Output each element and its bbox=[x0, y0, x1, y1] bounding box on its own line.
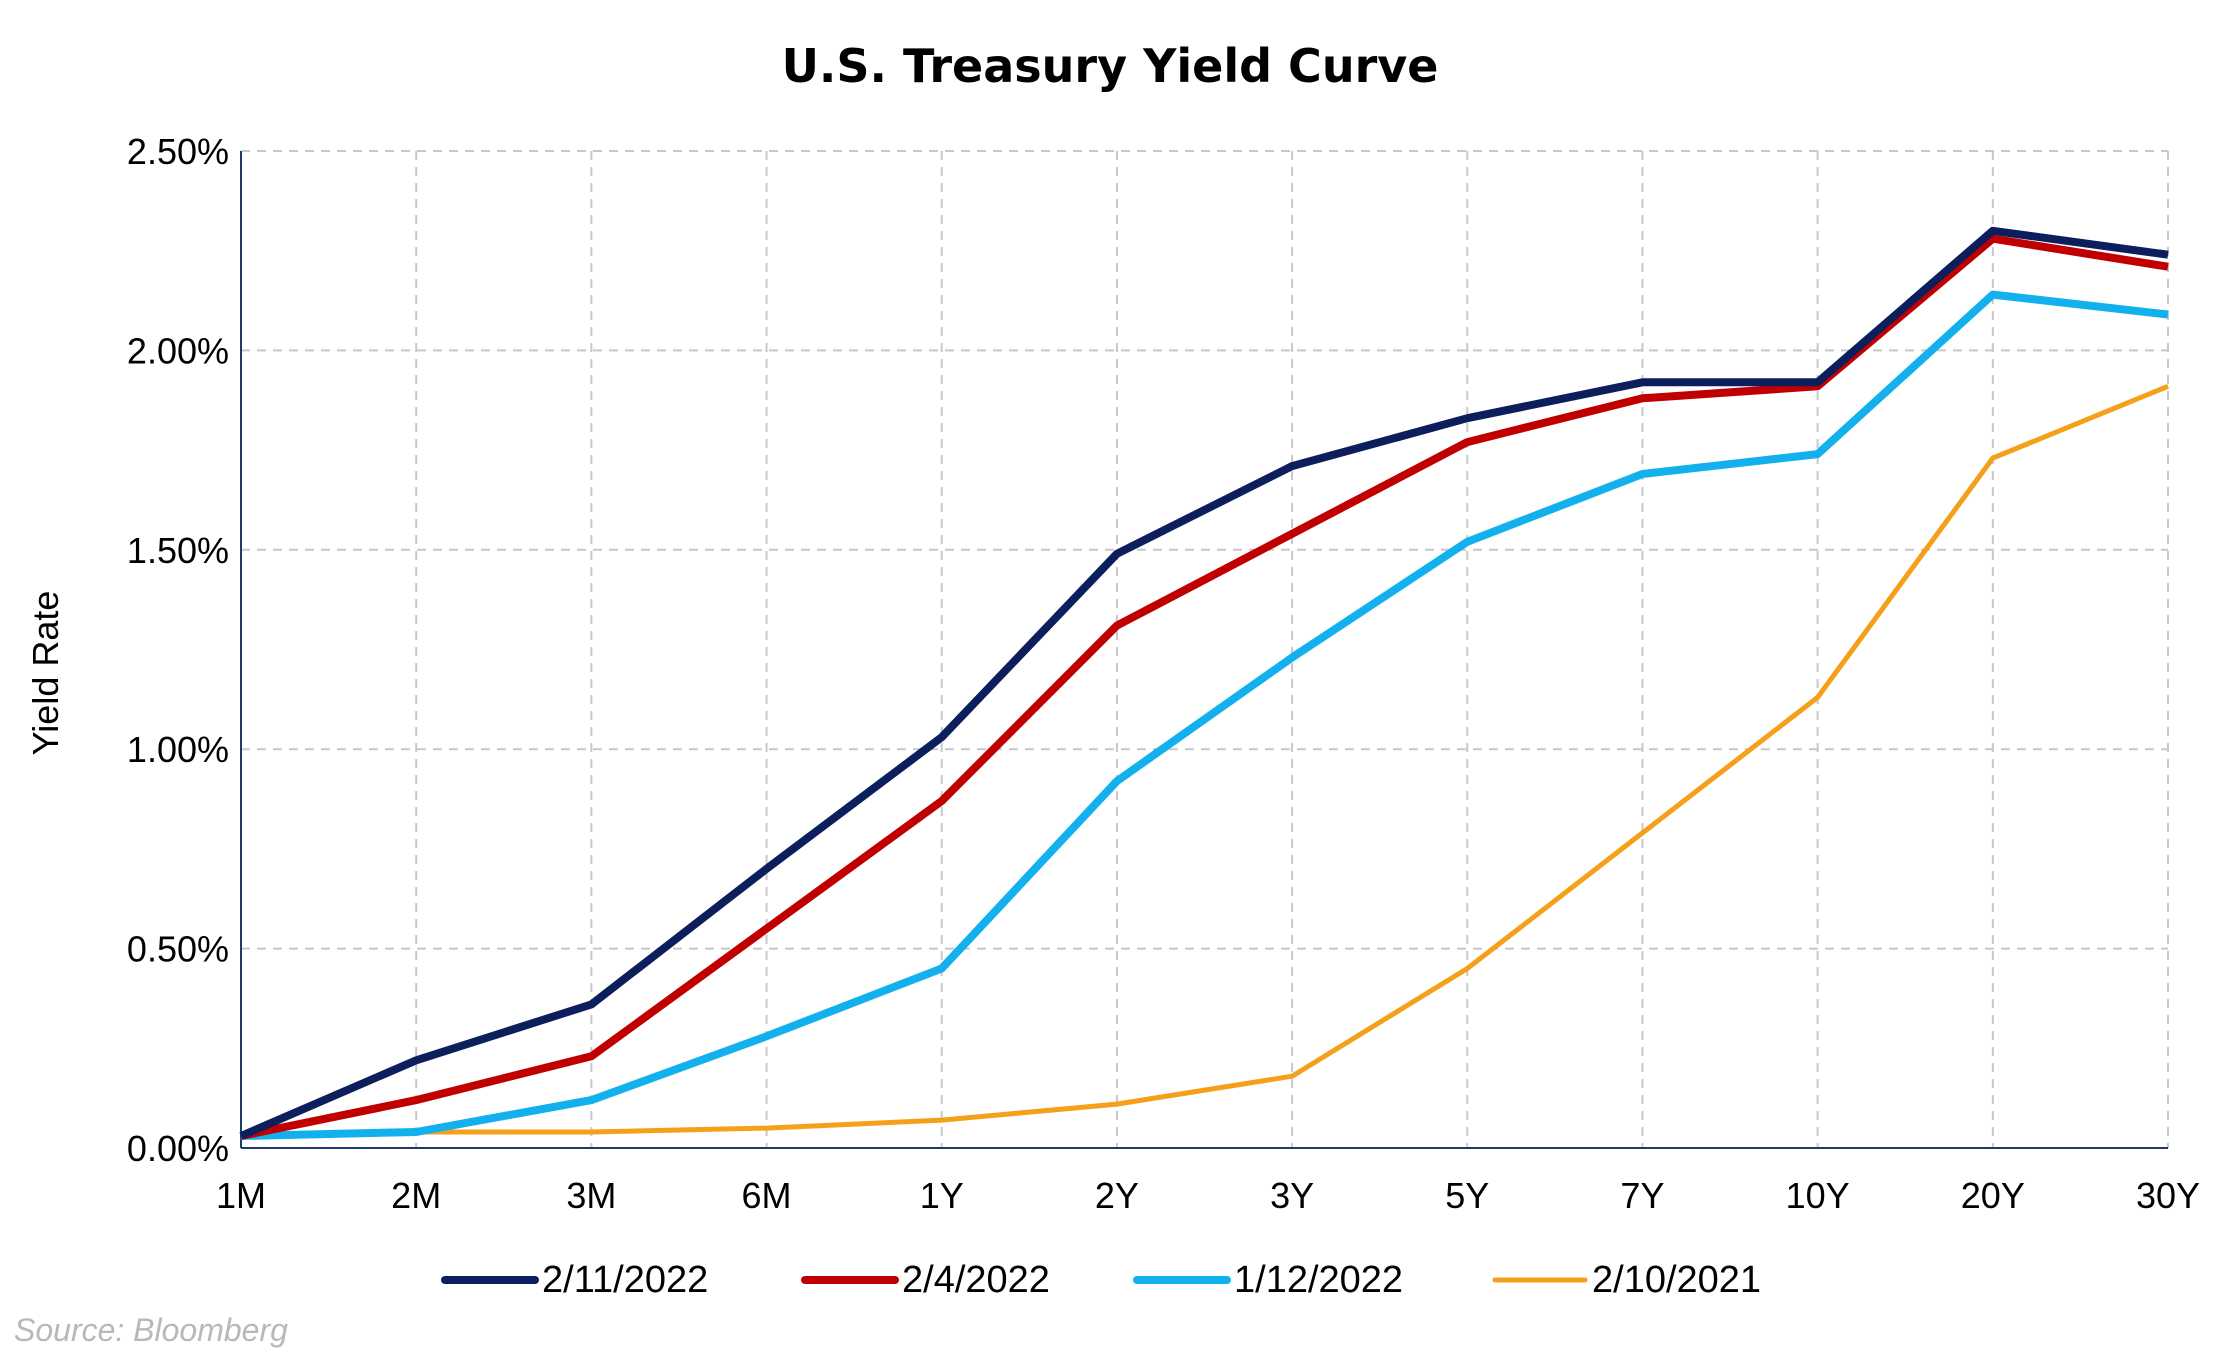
legend-label: 2/4/2022 bbox=[902, 1259, 1050, 1301]
x-tick-label: 3Y bbox=[1270, 1175, 1314, 1216]
grid-lines bbox=[241, 150, 2169, 1148]
series-lines bbox=[239, 226, 2169, 1140]
y-tick-label: 2.50% bbox=[127, 131, 229, 172]
x-tick-label: 3M bbox=[566, 1175, 616, 1216]
y-tick-label: 2.00% bbox=[127, 330, 229, 371]
series-line bbox=[239, 226, 2169, 1140]
y-tick-label: 1.50% bbox=[127, 530, 229, 571]
x-tick-label: 7Y bbox=[1620, 1175, 1664, 1216]
legend-label: 1/12/2022 bbox=[1234, 1259, 1403, 1301]
chart-title: U.S. Treasury Yield Curve bbox=[782, 39, 1439, 93]
x-tick-label: 1M bbox=[216, 1175, 266, 1216]
x-tick-label: 20Y bbox=[1961, 1175, 2025, 1216]
series-line bbox=[240, 234, 2169, 1140]
legend: 2/11/2022 2/4/2022 1/12/2022 2/10/2021 bbox=[441, 1259, 1761, 1301]
legend-label: 2/10/2021 bbox=[1592, 1259, 1761, 1301]
source-note: Source: Bloomberg bbox=[14, 1312, 288, 1348]
x-tick-label: 30Y bbox=[2136, 1175, 2200, 1216]
legend-label: 2/11/2022 bbox=[542, 1259, 708, 1301]
x-tick-label: 6M bbox=[742, 1175, 792, 1216]
x-tick-label: 2Y bbox=[1095, 1175, 1139, 1216]
axes bbox=[240, 151, 2168, 1149]
y-tick-labels: 0.00% 0.50% 1.00% 1.50% 2.00% 2.50% bbox=[127, 131, 229, 1169]
y-axis-title: Yield Rate bbox=[25, 591, 66, 756]
series-line bbox=[240, 290, 2169, 1140]
x-tick-labels: 1M 2M 3M 6M 1Y 2Y 3Y 5Y 7Y 10Y 20Y 30Y bbox=[216, 1175, 2200, 1216]
x-tick-label: 10Y bbox=[1786, 1175, 1850, 1216]
series-line bbox=[240, 383, 2169, 1139]
x-tick-label: 2M bbox=[391, 1175, 441, 1216]
y-tick-label: 1.00% bbox=[127, 729, 229, 770]
y-tick-label: 0.00% bbox=[127, 1128, 229, 1169]
y-tick-label: 0.50% bbox=[127, 929, 229, 970]
x-tick-label: 5Y bbox=[1445, 1175, 1489, 1216]
x-tick-label: 1Y bbox=[920, 1175, 964, 1216]
